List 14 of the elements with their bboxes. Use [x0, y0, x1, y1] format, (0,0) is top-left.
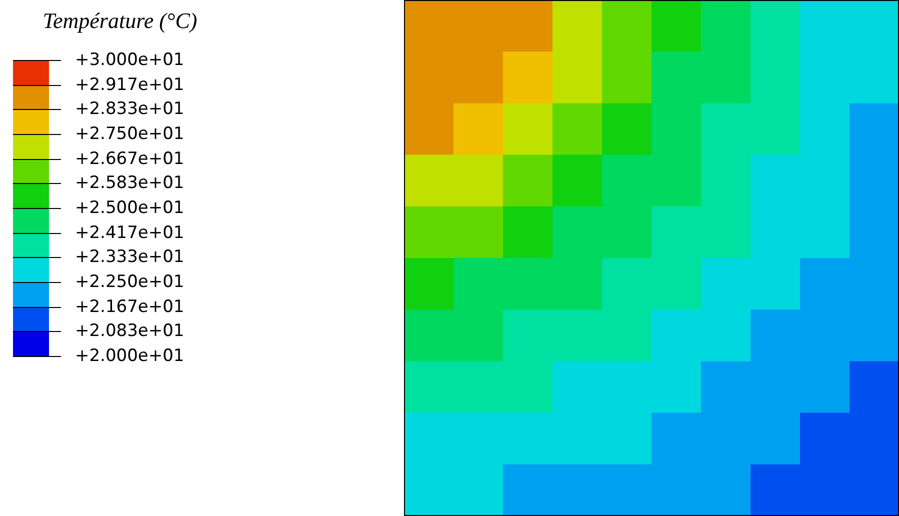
color-bar-label: +2.583e+01 [75, 173, 184, 194]
color-bar-title: Température (°C) [42, 8, 198, 34]
color-bar-label: +2.917e+01 [75, 74, 184, 95]
color-bar-label: +2.750e+01 [75, 124, 184, 144]
color-bar-label: +2.167e+01 [75, 296, 184, 317]
color-bar-label: +2.500e+01 [75, 198, 184, 218]
color-bar-label: +2.250e+01 [75, 272, 184, 292]
color-bar-label: +2.417e+01 [75, 222, 184, 243]
color-bar-label: +3.000e+01 [75, 50, 184, 70]
color-bar-label: +2.000e+01 [75, 346, 184, 366]
color-bar-label: +2.833e+01 [75, 99, 184, 120]
color-bar-label: +2.333e+01 [75, 247, 184, 268]
color-bar-label: +2.083e+01 [75, 321, 184, 342]
color-bar-label: +2.667e+01 [75, 148, 184, 169]
